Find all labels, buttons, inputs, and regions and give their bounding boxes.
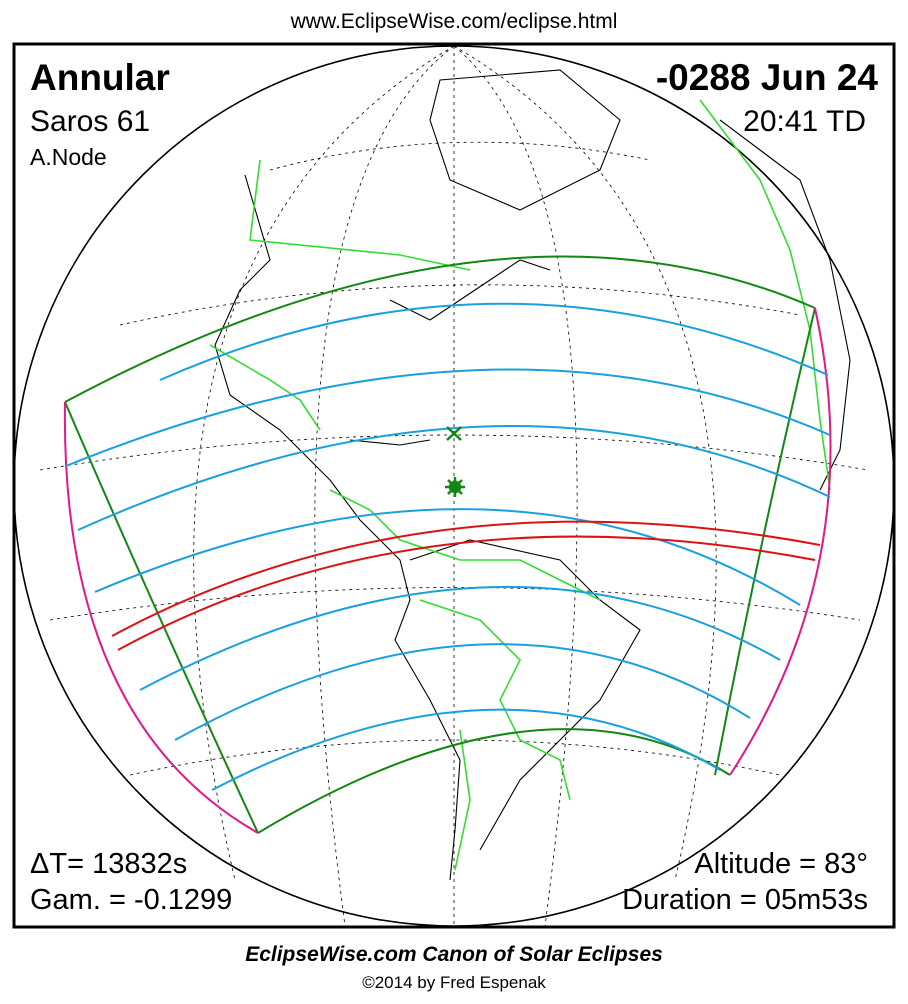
date: -0288 Jun 24 — [656, 57, 879, 98]
footer-title: EclipseWise.com Canon of Solar Eclipses — [245, 943, 663, 966]
saros: Saros 61 — [30, 105, 150, 138]
footer-credit: ©2014 by Fred Espenak — [362, 973, 546, 992]
url: www.EclipseWise.com/eclipse.html — [290, 10, 618, 33]
coastlines — [214, 69, 851, 881]
gamma: Gam. = -0.1299 — [30, 884, 232, 916]
node: A.Node — [30, 144, 107, 170]
eclipse-type: Annular — [30, 57, 170, 98]
delta-t: ΔT= 13832s — [30, 848, 187, 880]
greatest-duration — [446, 426, 462, 441]
greatest-eclipse — [445, 477, 465, 497]
eclipse-path — [63, 255, 832, 834]
altitude: Altitude = 83° — [694, 848, 868, 880]
globe — [13, 45, 895, 927]
duration: Duration = 05m53s — [622, 884, 868, 916]
time: 20:41 TD — [743, 105, 866, 138]
